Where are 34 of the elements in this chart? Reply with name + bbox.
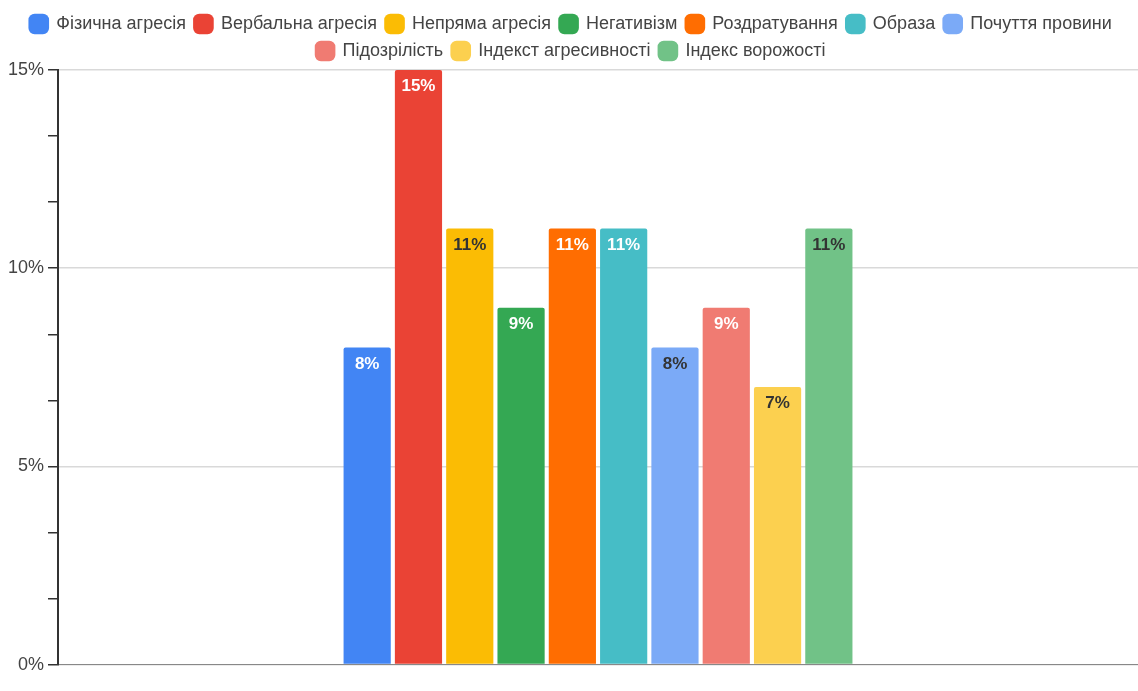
bar [497, 307, 545, 664]
bar [394, 70, 443, 664]
bar [753, 387, 802, 664]
data-label: 11% [812, 234, 846, 254]
legend-label: Образа [872, 12, 937, 33]
legend-label: Почуття провини [970, 12, 1112, 33]
bar [446, 228, 494, 664]
bar [343, 347, 391, 664]
legend-label: Роздратування [712, 12, 838, 33]
data-label: 9% [508, 314, 534, 334]
legend-label: Вербальна агресія [220, 12, 378, 33]
bar [651, 347, 699, 664]
legend-label: Негативізм [586, 12, 678, 33]
data-label: 8% [354, 353, 380, 373]
data-label: 11% [555, 234, 589, 254]
bar [600, 228, 648, 664]
legend-label: Фізична агресія [56, 12, 186, 33]
data-label: 9% [713, 314, 739, 334]
legend-label: Непряма агресія [412, 12, 552, 33]
legend-label: Індекст агресивності [478, 39, 651, 60]
data-label: 11% [453, 234, 487, 254]
data-label: 11% [607, 234, 641, 254]
data-label: 15% [401, 76, 436, 96]
y-tick-label: 10% [8, 257, 45, 278]
bar [702, 307, 750, 664]
data-label: 7% [765, 393, 790, 413]
bar [805, 228, 853, 664]
y-tick-label: 15% [8, 58, 45, 79]
bar [548, 228, 596, 664]
y-tick-label: 0% [18, 653, 45, 674]
data-label: 8% [662, 353, 688, 373]
legend-label: Підозрілість [342, 39, 444, 60]
legend-label: Індекс ворожості [685, 39, 826, 60]
y-tick-label: 5% [18, 455, 45, 476]
